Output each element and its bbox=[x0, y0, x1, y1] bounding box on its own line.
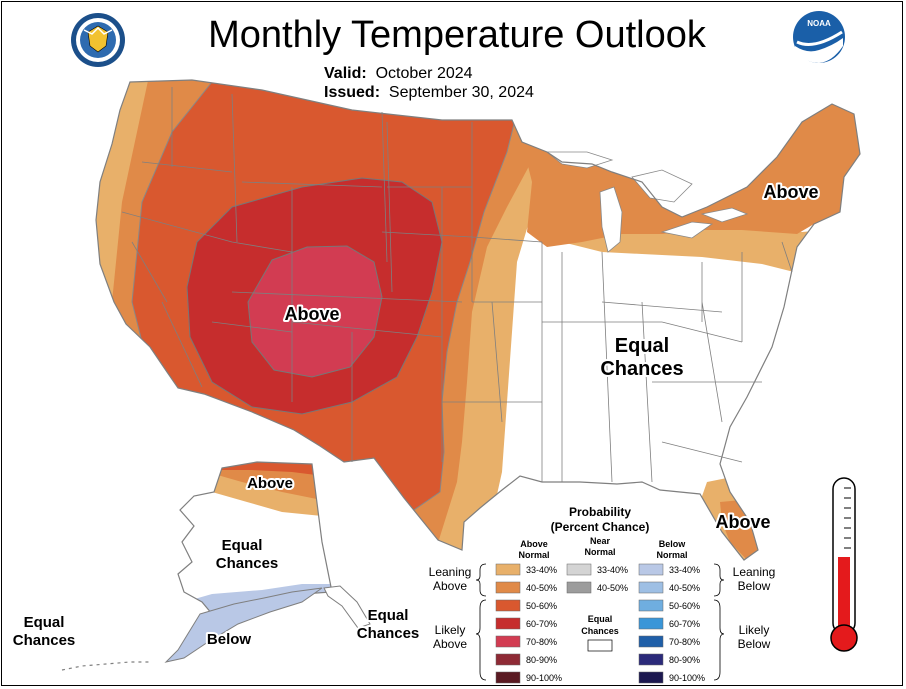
great-lakes bbox=[545, 151, 749, 253]
legend-below-label-5: 80-90% bbox=[669, 655, 700, 665]
legend-above-label-5: 80-90% bbox=[526, 655, 557, 665]
brace-likely-above bbox=[475, 599, 487, 681]
label-alaska-above: Above bbox=[247, 475, 293, 492]
brace-likely-below bbox=[713, 599, 725, 681]
legend-above-label-2: 50-60% bbox=[526, 601, 557, 611]
legend-below-swatch-5 bbox=[638, 653, 664, 666]
legend-above-label-4: 70-80% bbox=[526, 637, 557, 647]
legend-title-2: (Percent Chance) bbox=[551, 520, 650, 534]
label-se-ak-equal-1: Equal bbox=[368, 607, 409, 624]
brace-leaning-below bbox=[713, 563, 725, 597]
alaska-peninsula bbox=[164, 587, 323, 663]
legend-col-above-2: Normal bbox=[518, 550, 549, 560]
leaning-above-1: Leaning bbox=[429, 565, 472, 579]
noaa-logo-icon: NOAA bbox=[793, 11, 845, 63]
legend-below-label-2: 50-60% bbox=[669, 601, 700, 611]
alaska-outline bbox=[177, 461, 333, 615]
legend-title-1: Probability bbox=[569, 505, 631, 519]
legend-above-swatch-0 bbox=[495, 563, 521, 576]
legend-above-swatch-3 bbox=[495, 617, 521, 630]
likely-below-2: Below bbox=[738, 637, 771, 651]
leaning-above-2: Above bbox=[433, 579, 467, 593]
leaning-below-1: Leaning bbox=[733, 565, 776, 579]
legend-equal-1: Equal bbox=[588, 614, 613, 624]
likely-below-1: Likely bbox=[739, 623, 770, 637]
legend-above-label-1: 40-50% bbox=[526, 583, 557, 593]
legend-below-label-4: 70-80% bbox=[669, 637, 700, 647]
doc-seal-icon bbox=[71, 13, 125, 67]
label-florida-above: Above bbox=[715, 512, 770, 532]
brace-leaning-above bbox=[475, 563, 487, 597]
legend-below-swatch-6 bbox=[638, 671, 664, 684]
label-east-equal-2: Chances bbox=[600, 358, 683, 380]
legend-above-swatch-2 bbox=[495, 599, 521, 612]
legend-above-swatch-1 bbox=[495, 581, 521, 594]
legend-below-swatch-2 bbox=[638, 599, 664, 612]
noaa-text: NOAA bbox=[807, 19, 831, 28]
legend-below-label-3: 60-70% bbox=[669, 619, 700, 629]
thermometer-icon bbox=[830, 477, 858, 652]
likely-above-2: Above bbox=[433, 637, 467, 651]
aleutian-islands bbox=[61, 661, 152, 671]
legend-above-swatches: 33-40% 40-50% 50-60% 60-70% 70-80% 80-90% 90-1… bbox=[495, 563, 562, 684]
page-title: Monthly Temperature Outlook bbox=[208, 14, 706, 56]
legend-near-label-1: 40-50% bbox=[597, 583, 628, 593]
legend-below-swatch-3 bbox=[638, 617, 664, 630]
legend-above-swatch-5 bbox=[495, 653, 521, 666]
legend-near-swatches: 33-40% 40-50% bbox=[566, 563, 628, 594]
label-aleutian-equal-2: Chances bbox=[13, 632, 76, 649]
legend: Probability (Percent Chance) Above Norma… bbox=[429, 505, 776, 684]
label-northeast-above: Above bbox=[763, 182, 818, 202]
label-se-ak-equal-2: Chances bbox=[357, 625, 420, 642]
legend-below-label-0: 33-40% bbox=[669, 565, 700, 575]
conus-outline bbox=[95, 79, 861, 561]
issued-line: Issued: September 30, 2024 bbox=[324, 84, 534, 102]
likely-above-1: Likely bbox=[435, 623, 466, 637]
valid-line: Valid: October 2024 bbox=[324, 65, 473, 83]
legend-below-label-6: 90-100% bbox=[669, 673, 705, 683]
legend-below-swatches: 33-40% 40-50% 50-60% 60-70% 70-80% 80-90% 90-1… bbox=[638, 563, 705, 684]
legend-above-swatch-4 bbox=[495, 635, 521, 648]
legend-col-below-2: Normal bbox=[656, 550, 687, 560]
leaning-below-2: Below bbox=[738, 579, 771, 593]
legend-near-label-0: 33-40% bbox=[597, 565, 628, 575]
valid-value: October 2024 bbox=[375, 65, 473, 82]
zone-above-70-80-west bbox=[247, 245, 383, 378]
legend-col-near-1: Near bbox=[590, 536, 611, 546]
valid-label: Valid: bbox=[324, 65, 367, 82]
legend-above-swatch-6 bbox=[495, 671, 521, 684]
legend-col-near-2: Normal bbox=[584, 547, 615, 557]
issued-value: September 30, 2024 bbox=[388, 84, 534, 101]
legend-near-swatch-1 bbox=[566, 581, 592, 594]
legend-below-swatch-4 bbox=[638, 635, 664, 648]
zone-above-33-40-ne bbox=[562, 217, 860, 292]
legend-below-label-1: 40-50% bbox=[669, 583, 700, 593]
label-west-above: Above bbox=[284, 304, 339, 324]
legend-above-label-6: 90-100% bbox=[526, 673, 562, 683]
legend-above-label-0: 33-40% bbox=[526, 565, 557, 575]
alaska-panhandle bbox=[323, 585, 371, 629]
issued-label: Issued: bbox=[324, 84, 381, 101]
legend-col-above-1: Above bbox=[520, 539, 548, 549]
legend-above-label-3: 60-70% bbox=[526, 619, 557, 629]
ak-zone-above-50-60 bbox=[217, 462, 332, 477]
legend-equal-2: Chances bbox=[581, 626, 619, 636]
label-east-equal-1: Equal bbox=[615, 335, 669, 357]
legend-col-below-1: Below bbox=[659, 539, 687, 549]
legend-equal-swatch bbox=[587, 639, 613, 652]
legend-near-swatch-0 bbox=[566, 563, 592, 576]
legend-below-swatch-0 bbox=[638, 563, 664, 576]
label-alaska-equal-2: Chances bbox=[216, 555, 279, 572]
label-aleutian-equal-1: Equal bbox=[24, 614, 65, 631]
label-alaska-equal-1: Equal bbox=[222, 537, 263, 554]
legend-below-swatch-1 bbox=[638, 581, 664, 594]
label-alaska-below: Below bbox=[207, 631, 252, 648]
